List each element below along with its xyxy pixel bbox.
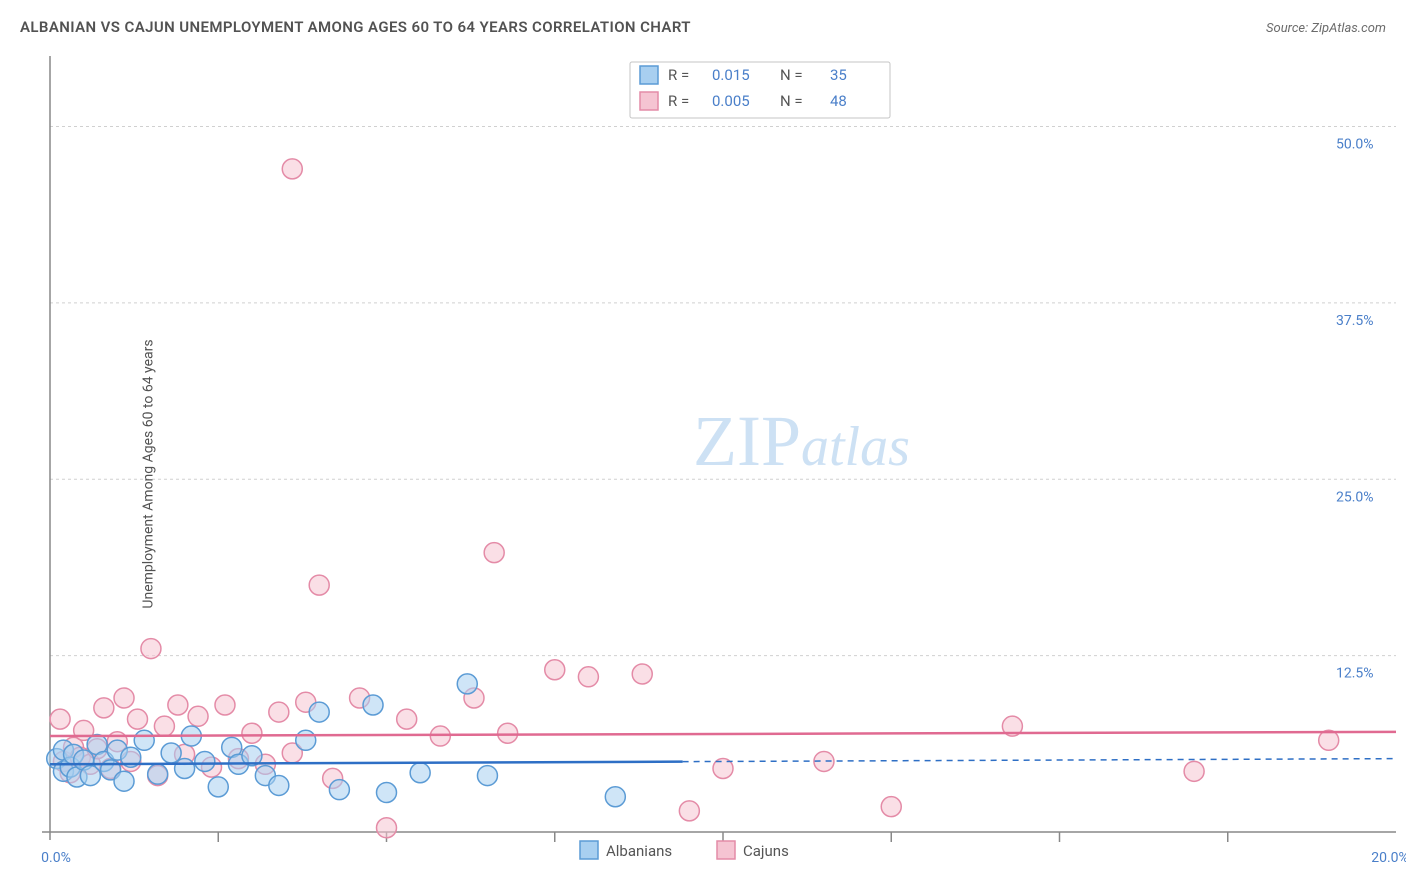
data-point-albanian: [329, 780, 349, 800]
data-point-albanian: [457, 674, 477, 694]
data-point-cajun: [242, 723, 262, 743]
trendline-albanian-extrapolated: [683, 759, 1396, 762]
data-point-albanian: [363, 695, 383, 715]
y-tick-label: 12.5%: [1336, 666, 1374, 682]
data-point-cajun: [309, 575, 329, 595]
data-point-albanian: [208, 777, 228, 797]
legend-swatch: [580, 841, 598, 859]
stat-r-label: R =: [668, 92, 689, 110]
data-point-cajun: [1184, 761, 1204, 781]
legend-swatch: [640, 92, 658, 110]
data-point-cajun: [632, 664, 652, 684]
data-point-albanian: [195, 751, 215, 771]
x-tick-label: 20.0%: [1371, 850, 1406, 866]
data-point-cajun: [154, 716, 174, 736]
x-tick-label: 0.0%: [41, 850, 71, 866]
data-point-cajun: [377, 818, 397, 838]
data-point-albanian: [134, 730, 154, 750]
stat-n-value: 35: [830, 66, 847, 84]
stat-n-value: 48: [830, 92, 847, 110]
y-tick-label: 37.5%: [1336, 313, 1374, 329]
data-point-cajun: [578, 667, 598, 687]
data-point-cajun: [269, 702, 289, 722]
data-point-albanian: [175, 759, 195, 779]
data-point-cajun: [114, 688, 134, 708]
stat-r-label: R =: [668, 66, 689, 84]
data-point-cajun: [881, 797, 901, 817]
y-tick-label: 25.0%: [1336, 489, 1374, 505]
data-point-cajun: [397, 709, 417, 729]
data-point-albanian: [114, 771, 134, 791]
legend-label: Albanians: [606, 842, 672, 860]
data-point-albanian: [269, 775, 289, 795]
data-point-albanian: [309, 702, 329, 722]
data-point-cajun: [282, 159, 302, 179]
data-point-albanian: [377, 782, 397, 802]
data-point-cajun: [168, 695, 188, 715]
y-axis-label: Unemployment Among Ages 60 to 64 years: [141, 339, 157, 608]
legend-label: Cajuns: [743, 842, 789, 860]
data-point-cajun: [50, 709, 70, 729]
data-point-cajun: [484, 543, 504, 563]
stat-r-value: 0.005: [712, 92, 750, 110]
chart-area: Unemployment Among Ages 60 to 64 years Z…: [0, 56, 1406, 892]
data-point-cajun: [141, 639, 161, 659]
data-point-cajun: [679, 801, 699, 821]
data-point-albanian: [296, 730, 316, 750]
stat-n-label: N =: [780, 92, 803, 110]
data-point-cajun: [188, 706, 208, 726]
data-point-cajun: [127, 709, 147, 729]
stat-n-label: N =: [780, 66, 803, 84]
data-point-cajun: [94, 698, 114, 718]
legend-swatch: [640, 66, 658, 84]
data-point-albanian: [477, 766, 497, 786]
data-point-cajun: [545, 660, 565, 680]
scatter-chart: ZIPatlas 12.5% 25.0% 37.5% 50.0% 0.0% 20.0% R =…: [0, 56, 1406, 892]
chart-header: ALBANIAN VS CAJUN UNEMPLOYMENT AMONG AGE…: [20, 18, 1386, 36]
legend-swatch: [717, 841, 735, 859]
y-tick-label: 50.0%: [1336, 137, 1374, 153]
data-point-albanian: [148, 764, 168, 784]
chart-title: ALBANIAN VS CAJUN UNEMPLOYMENT AMONG AGE…: [20, 18, 691, 36]
stat-r-value: 0.015: [712, 66, 750, 84]
data-point-albanian: [605, 787, 625, 807]
watermark: ZIPatlas: [693, 401, 910, 481]
source-attribution: Source: ZipAtlas.com: [1266, 21, 1386, 36]
data-point-cajun: [498, 723, 518, 743]
data-point-albanian: [410, 763, 430, 783]
data-point-cajun: [215, 695, 235, 715]
trendline-albanian: [50, 762, 683, 765]
